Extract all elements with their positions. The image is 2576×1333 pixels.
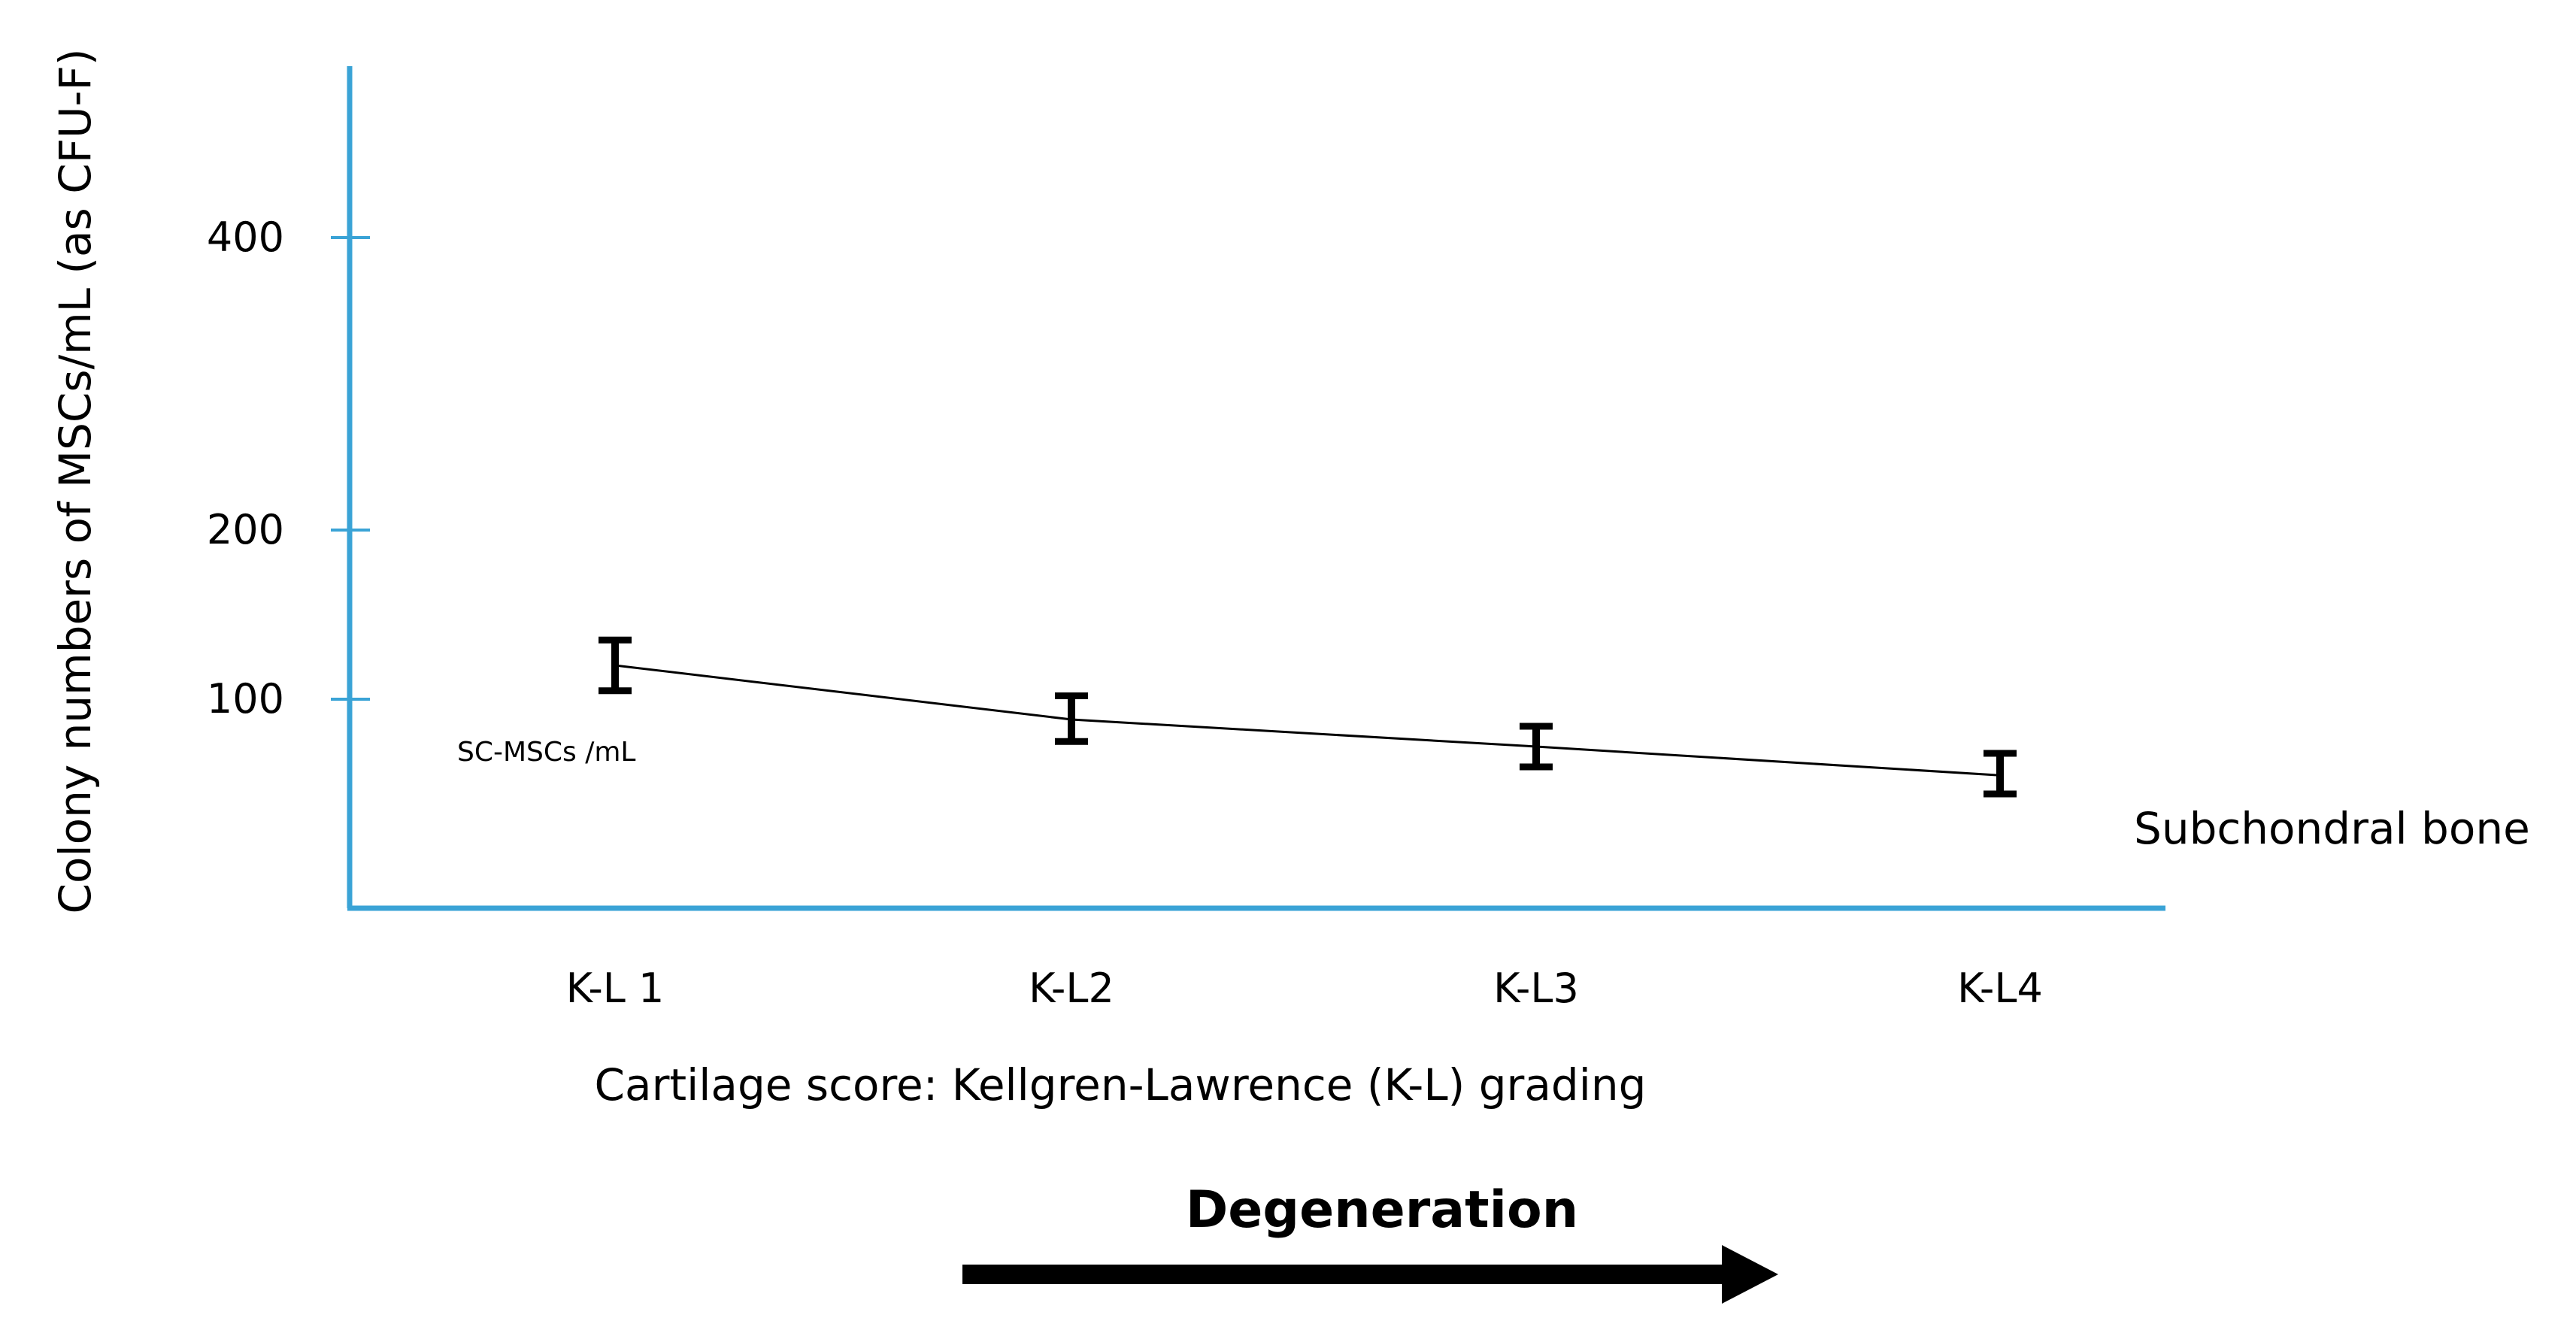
series-line xyxy=(614,664,2001,777)
series-label: SC-MSCs /mL xyxy=(457,737,635,768)
data-point xyxy=(1534,744,1538,749)
arrow-head xyxy=(1722,1245,1778,1304)
x-tick-label: K-L 1 xyxy=(566,965,665,1012)
y-tick-label: 100 xyxy=(207,675,284,723)
error-bar xyxy=(1984,750,2017,798)
y-axis-title: Colony numbers of MSCs/mL (as CFU-F) xyxy=(50,49,101,914)
error-bar xyxy=(599,636,632,695)
x-tick-label: K-L4 xyxy=(1957,965,2043,1012)
arrow-shaft xyxy=(962,1265,1729,1284)
x-axis-title: Cartilage score: Kellgren-Lawrence (K-L)… xyxy=(595,1059,1647,1110)
degeneration-label: Degeneration xyxy=(1186,1180,1578,1240)
region-label: Subchondral bone xyxy=(2134,803,2530,854)
degeneration-arrow xyxy=(962,1245,1778,1304)
error-bar xyxy=(1520,723,1553,771)
x-tick-label: K-L2 xyxy=(1029,965,1114,1012)
x-tick-label: K-L3 xyxy=(1493,965,1579,1012)
data-point xyxy=(1998,773,2002,778)
error-bar xyxy=(1055,692,1088,745)
y-tick-label: 400 xyxy=(207,214,284,261)
data-point xyxy=(1069,717,1074,722)
series-layer xyxy=(599,636,2017,798)
data-point xyxy=(613,663,617,668)
y-tick-label: 200 xyxy=(207,506,284,553)
